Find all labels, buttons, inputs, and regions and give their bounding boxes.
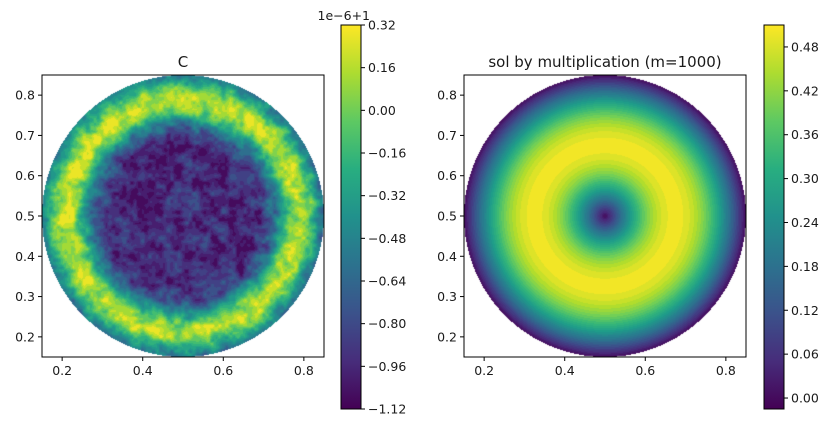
colorbar-tick-label: 0.00 [368, 103, 396, 118]
x-tick-label: 0.4 [555, 363, 575, 378]
colorbar-bar [340, 24, 362, 410]
x-tick-label: 0.2 [52, 363, 72, 378]
colorbar-tick-label: −0.96 [368, 359, 406, 374]
y-tick-label: 0.3 [437, 289, 457, 304]
x-tick-label: 0.6 [635, 363, 655, 378]
y-tick-label: 0.2 [437, 329, 457, 344]
colorbar-tick-label: 0.18 [791, 259, 819, 274]
y-tick-label: 0.4 [15, 249, 35, 264]
colorbar-ticks: 0.32 0.16 0.00 −0.16 −0.32 −0.48 −0.64 −0.80 −0.… [361, 18, 406, 417]
x-tick-label: 0.8 [716, 363, 736, 378]
colorbar-tick-label: 0.00 [791, 391, 819, 406]
y-tick-label: 0.5 [437, 209, 457, 224]
y-tick-label: 0.7 [437, 128, 457, 143]
colorbar-tick-label: 0.36 [791, 127, 819, 142]
colorbar-tick-label: −0.48 [368, 231, 406, 246]
colorbar-tick-label: −1.12 [368, 402, 406, 417]
y-tick-label: 0.3 [15, 289, 35, 304]
colorbar-tick-label: 0.16 [368, 60, 396, 75]
plot-title: sol by multiplication (m=1000) [488, 53, 721, 71]
y-tick-label: 0.5 [15, 209, 35, 224]
x-tick-label: 0.2 [474, 363, 494, 378]
panel-right: sol by multiplication (m=1000) 0.2 0.4 0.6… [437, 24, 819, 410]
y-axis-ticks: 0.2 0.3 0.4 0.5 0.6 0.7 0.8 [437, 88, 464, 344]
x-tick-label: 0.4 [133, 363, 153, 378]
colorbar-tick-label: 0.30 [791, 171, 819, 186]
x-axis-ticks: 0.2 0.4 0.6 0.8 [474, 357, 736, 378]
plot-title: C [178, 53, 188, 71]
colorbar-tick-label: 0.12 [791, 303, 819, 318]
colorbar: 1e−6+1 0.32 0.16 0.00 −0.16 −0.32 −0.48 −0.64 −… [318, 8, 407, 417]
colorbar-tick-label: 0.32 [368, 18, 396, 33]
contour-field-c [42, 75, 324, 357]
y-tick-label: 0.8 [437, 88, 457, 103]
y-tick-label: 0.7 [15, 128, 35, 143]
colorbar-tick-label: 0.06 [791, 347, 819, 362]
colorbar-ticks: 0.48 0.42 0.36 0.30 0.24 0.18 0.12 0.06 0.00 [784, 39, 819, 406]
y-tick-label: 0.8 [15, 88, 35, 103]
colorbar-tick-label: −0.80 [368, 316, 406, 331]
colorbar-bar [763, 24, 785, 410]
y-tick-label: 0.6 [437, 168, 457, 183]
colorbar-tick-label: −0.16 [368, 146, 406, 161]
colorbar-offset-label: 1e−6+1 [318, 8, 371, 23]
y-tick-label: 0.6 [15, 168, 35, 183]
colorbar-tick-label: −0.64 [368, 274, 406, 289]
colorbar: 0.48 0.42 0.36 0.30 0.24 0.18 0.12 0.06 0.00 [763, 24, 819, 410]
x-tick-label: 0.6 [213, 363, 233, 378]
contour-field-sol [464, 75, 746, 357]
y-tick-label: 0.2 [15, 329, 35, 344]
colorbar-tick-label: 0.24 [791, 215, 819, 230]
colorbar-tick-label: 0.42 [791, 83, 819, 98]
colorbar-tick-label: −0.32 [368, 188, 406, 203]
x-axis-ticks: 0.2 0.4 0.6 0.8 [52, 357, 314, 378]
y-axis-ticks: 0.2 0.3 0.4 0.5 0.6 0.7 0.8 [15, 88, 42, 344]
y-tick-label: 0.4 [437, 249, 457, 264]
x-tick-label: 0.8 [294, 363, 314, 378]
panel-left: C 0.2 0.4 0.6 0.8 0.2 0.3 0.4 0.5 0.6 0.7 0.8 1e−… [15, 8, 406, 417]
colorbar-tick-label: 0.48 [791, 39, 819, 54]
